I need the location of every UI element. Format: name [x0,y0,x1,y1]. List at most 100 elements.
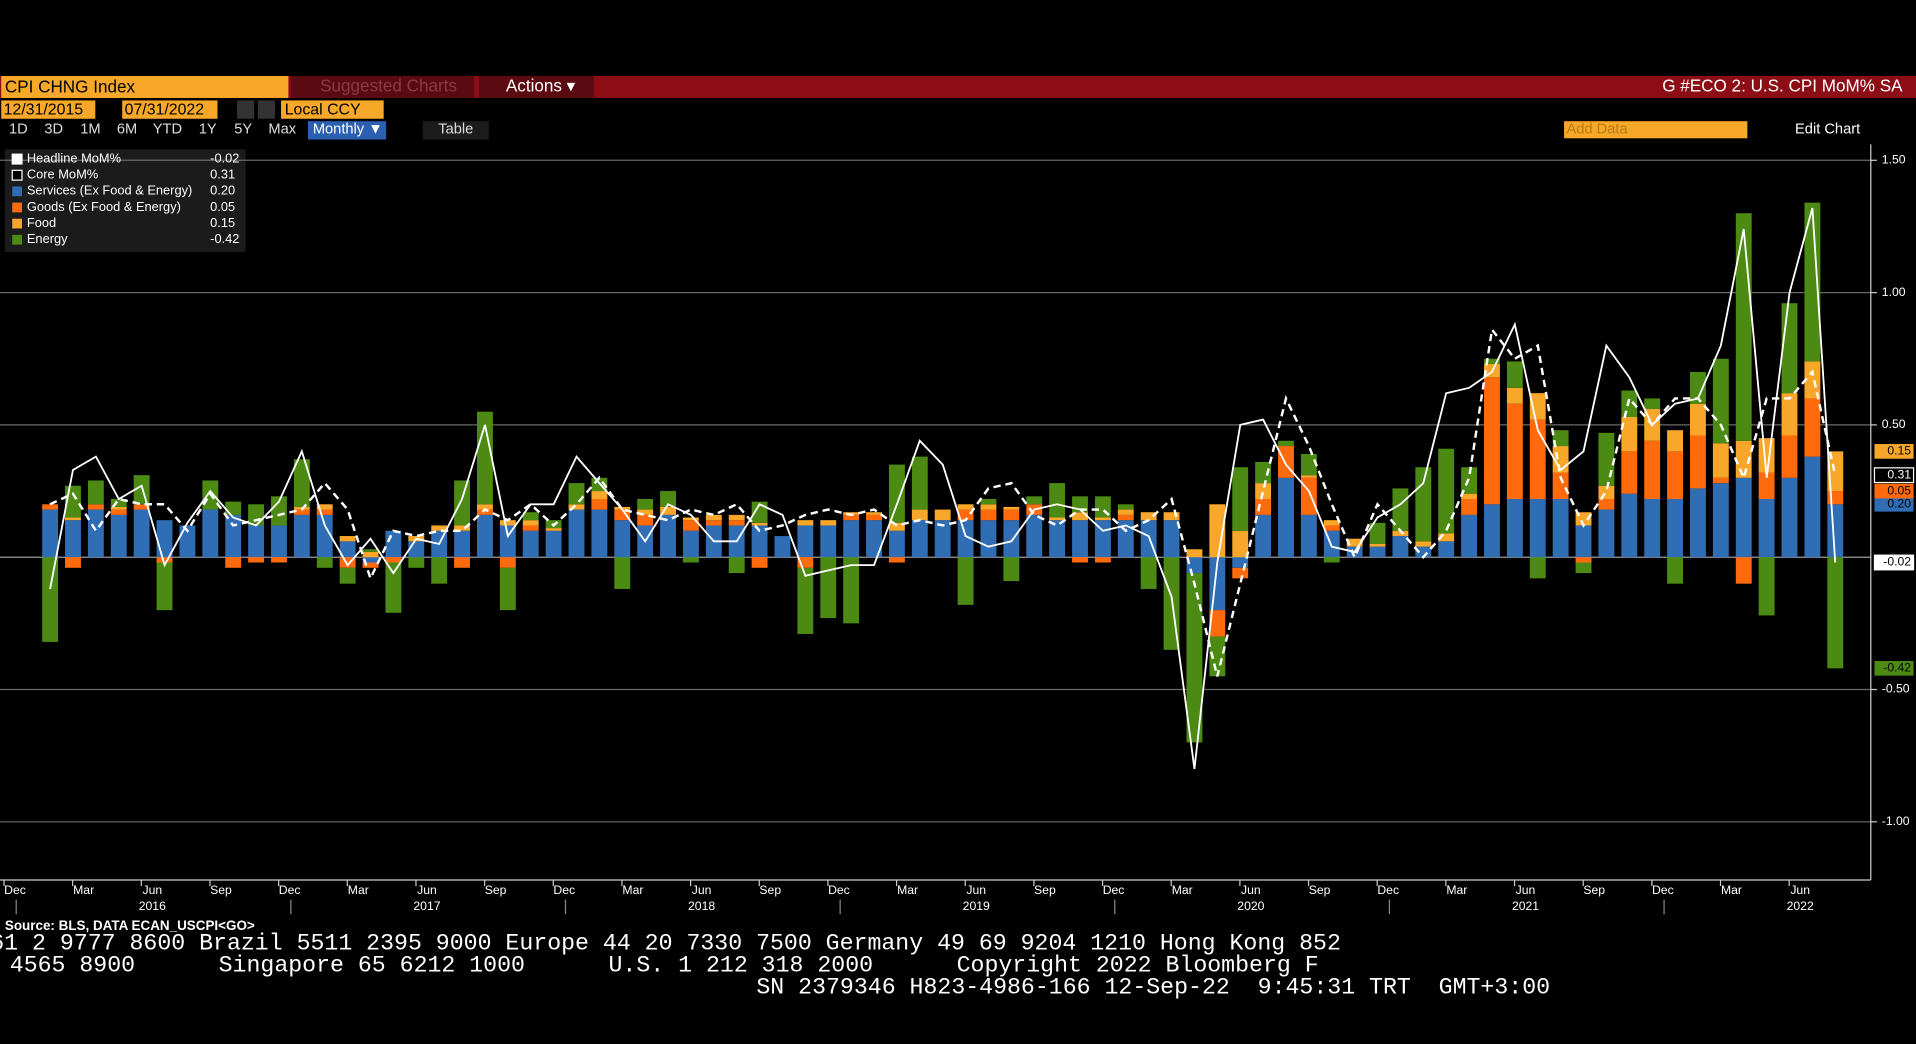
frequency[interactable]: Monthly ▼ [313,122,383,138]
line [49,326,1837,677]
bar [1804,456,1821,558]
bar [1758,557,1775,616]
bar [339,536,356,542]
bar [271,496,287,526]
bar [774,536,791,558]
bar [980,509,997,521]
value-tag [1874,444,1914,459]
add-data-box[interactable] [1564,121,1748,139]
bar [110,514,127,558]
bar [1300,475,1317,478]
bar [1072,557,1088,563]
bar [225,557,242,568]
bar [1072,512,1088,521]
bar [1117,520,1134,558]
bar [1644,398,1661,410]
bar [499,567,516,611]
bar [1804,361,1821,399]
table-box[interactable] [422,121,489,140]
bar [1186,549,1203,558]
legend-label: Goods (Ex Food & Energy) [27,199,181,214]
frequency-box[interactable] [307,121,387,140]
ticker[interactable]: CPI CHNG Index [5,78,136,97]
next-button[interactable] [257,100,275,119]
bar [637,498,654,510]
add-data[interactable]: Add Data [1567,122,1629,138]
bar [1690,403,1706,436]
end-date-box[interactable] [122,100,218,119]
x-tick-label: Jun [142,883,162,897]
value-tag [1874,483,1914,499]
table-button[interactable]: Table [438,122,473,138]
bar [1117,509,1134,515]
bar [1255,514,1272,558]
end-date[interactable]: 07/31/2022 [125,101,205,118]
bar [454,480,471,526]
bar [1712,477,1729,484]
currency-box[interactable] [281,100,384,119]
period-button[interactable]: 3D [44,122,63,138]
x-tick-label: Jun [417,883,437,897]
bar [1461,498,1478,515]
bar [1438,533,1455,542]
period-button[interactable]: Max [268,122,296,138]
actions[interactable]: Actions ▾ [506,77,576,96]
bar [499,557,516,568]
start-date[interactable]: 12/31/2015 [4,101,84,118]
bar [110,509,127,515]
period-button[interactable]: 5Y [234,122,252,138]
suggested-button[interactable] [290,75,475,98]
bar [156,520,173,558]
bar [431,557,448,584]
x-tick-label: Mar [73,883,94,897]
legend-value: 0.31 [210,167,235,182]
bar [1072,520,1088,558]
period-button[interactable]: 1D [9,122,28,138]
x-tick-label: Sep [1583,883,1605,897]
bar [1598,509,1615,558]
period-button[interactable]: 1Y [199,122,217,138]
bar [1232,467,1249,531]
bar [682,557,699,563]
bar [1575,557,1592,563]
bar [1552,472,1569,499]
bar [1484,377,1500,505]
bar [1232,557,1249,568]
edit-chart[interactable]: Edit Chart [1795,122,1860,138]
ticker-box[interactable] [1,75,289,98]
bar [1392,530,1409,537]
year-label: 2020 [1237,899,1264,913]
bar [637,514,654,526]
x-tick-label: Mar [897,883,918,897]
bar [820,525,837,558]
value-tag-label: 0.05 [1887,483,1911,497]
bar [934,520,951,558]
bar [957,509,974,521]
actions-button[interactable] [479,75,594,98]
ticker-line: 61 2 9777 8600 Brazil 5511 2395 9000 Eur… [0,931,1341,957]
bar [477,509,493,515]
start-date-box[interactable] [1,100,96,119]
currency[interactable]: Local CCY [285,101,361,118]
bar [1484,504,1500,558]
bar [179,525,196,558]
x-tick-label: Jun [692,883,712,897]
year-label: 2018 [688,899,715,913]
y-tick-label: 1.00 [1882,285,1906,299]
period-button[interactable]: 6M [117,122,137,138]
bar [1278,477,1294,558]
year-label: 2017 [413,899,440,913]
bar [110,506,127,510]
suggested[interactable]: Suggested Charts [320,77,457,96]
bar [1049,520,1066,558]
bar [705,520,722,526]
ticker-line: SN 2379346 H823-4986-166 12-Sep-22 9:45:… [756,975,1550,1001]
legend-swatch [12,234,22,245]
period-button[interactable]: 1M [80,122,100,138]
bar [1438,541,1455,558]
year-label: 2019 [963,899,990,913]
period-button[interactable]: YTD [153,122,182,138]
bar [682,530,699,558]
x-tick-label: Dec [828,883,850,897]
prev-button[interactable] [237,100,255,119]
